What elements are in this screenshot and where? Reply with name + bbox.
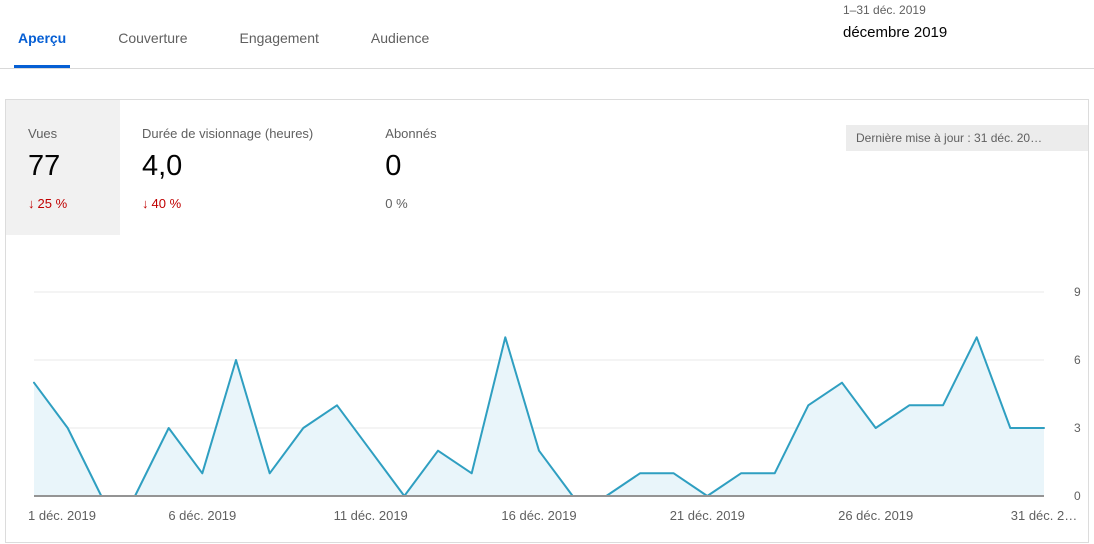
metric-watch-time-value: 4,0 (142, 150, 183, 182)
down-arrow-icon: ↓ (28, 196, 35, 211)
x-axis-tick-label: 31 déc. 2… (1011, 508, 1078, 523)
tab-apercu[interactable]: Aperçu (14, 30, 71, 68)
tab-couverture[interactable]: Couverture (118, 30, 188, 46)
metric-watch-time[interactable]: Durée de visionnage (heures) 4,0 ↓ 40 % (120, 100, 335, 235)
x-axis-tick-label: 11 déc. 2019 (334, 508, 408, 523)
date-range-text: 1–31 déc. 2019 (843, 3, 926, 17)
x-axis-tick-label: 6 déc. 2019 (168, 508, 236, 523)
metric-subscribers-label: Abonnés (385, 126, 437, 141)
metric-subscribers[interactable]: Abonnés 0 0 % (363, 100, 458, 235)
series-line (33, 336, 1045, 497)
y-axis-tick-label: 0 (1074, 489, 1081, 503)
analytics-header: Aperçu Couverture Engagement Audience 1–… (0, 0, 1094, 69)
x-axis-tick-label: 21 déc. 2019 (670, 508, 745, 523)
x-axis-tick-label: 16 déc. 2019 (501, 508, 576, 523)
metric-views[interactable]: Vues 77 ↓ 25 % (6, 100, 120, 235)
views-chart-container[interactable]: 0 3 6 9 1 déc. 2019 6 déc. 2019 11 déc. 2019 16… (6, 257, 1088, 535)
last-updated-badge: Dernière mise à jour : 31 déc. 20… (846, 125, 1088, 151)
tab-audience[interactable]: Audience (370, 30, 430, 46)
x-axis-tick-label: 1 déc. 2019 (28, 508, 96, 523)
date-month-label: décembre 2019 (843, 24, 948, 41)
y-axis-tick-label: 3 (1074, 421, 1081, 435)
tab-engagement[interactable]: Engagement (239, 30, 319, 46)
x-axis-tick-label: 26 déc. 2019 (838, 508, 913, 523)
metrics-row: Vues 77 ↓ 25 % Durée de visionnage (heure… (6, 100, 1088, 235)
metric-watch-time-delta-text: 40 % (151, 196, 182, 211)
metric-views-value: 77 (28, 150, 61, 182)
metric-subscribers-delta: 0 % (385, 196, 408, 211)
y-axis-tick-label: 9 (1074, 285, 1081, 299)
metric-subscribers-value: 0 (385, 150, 402, 182)
metric-views-delta-text: 25 % (37, 196, 68, 211)
views-chart[interactable]: 0 3 6 9 1 déc. 2019 6 déc. 2019 11 déc. 2019 16… (6, 257, 1088, 535)
tabs-nav: Aperçu Couverture Engagement Audience (0, 0, 1094, 68)
analytics-card: Vues 77 ↓ 25 % Durée de visionnage (heure… (5, 99, 1089, 543)
metric-views-delta: ↓ 25 % (28, 196, 98, 211)
down-arrow-icon: ↓ (142, 196, 149, 211)
metric-watch-time-label: Durée de visionnage (heures) (142, 126, 314, 141)
area-fill (34, 337, 1044, 496)
y-axis-tick-label: 6 (1074, 353, 1081, 367)
metric-watch-time-delta: ↓ 40 % (142, 196, 313, 211)
date-range-picker[interactable]: 1–31 déc. 2019 décembre 2019 (843, 3, 947, 41)
metric-views-label: Vues (28, 126, 58, 141)
